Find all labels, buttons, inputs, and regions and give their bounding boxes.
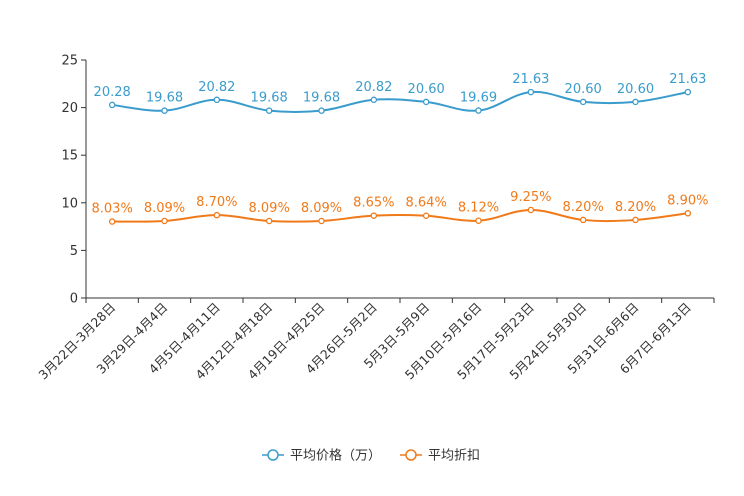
data-point[interactable]: [108, 218, 116, 225]
data-label: 8.09%: [301, 201, 342, 216]
data-label: 8.70%: [196, 195, 237, 210]
data-label: 8.09%: [249, 201, 290, 216]
data-label: 19.68: [146, 91, 183, 106]
data-label: 8.65%: [353, 196, 394, 211]
data-label: 21.63: [512, 72, 549, 87]
data-label: 8.90%: [667, 193, 708, 208]
y-tick-label: 5: [70, 244, 78, 259]
data-label: 8.64%: [406, 196, 447, 211]
series-0: 20.28 19.68 20.82 19.68 19.68 20.82 20.60 19.69…: [94, 72, 706, 114]
data-point[interactable]: [265, 107, 273, 114]
data-point[interactable]: [161, 217, 168, 225]
data-label: 21.63: [669, 72, 706, 87]
data-label: 19.68: [303, 91, 340, 106]
data-point[interactable]: [579, 98, 587, 106]
data-label: 20.60: [617, 82, 654, 97]
data-label: 19.68: [251, 91, 288, 106]
y-tick-label: 10: [61, 196, 78, 211]
series-layer: 20.28 19.68 20.82 19.68 19.68 20.82 20.60 19.69…: [92, 72, 708, 225]
data-label: 8.20%: [615, 200, 656, 215]
data-point[interactable]: [370, 96, 378, 104]
legend-label: 平均价格（万）: [290, 448, 381, 464]
data-label: 8.03%: [92, 202, 133, 217]
legend[interactable]: 平均价格（万） 平均折扣: [262, 448, 480, 464]
data-point[interactable]: [318, 217, 325, 225]
data-label: 20.60: [408, 82, 445, 97]
data-point[interactable]: [422, 98, 430, 106]
legend-item-1[interactable]: 平均折扣: [400, 449, 480, 464]
data-point[interactable]: [370, 212, 378, 219]
series-1: 8.03% 8.09% 8.70% 8.09% 8.09% 8.65% 8.64% 8.12%…: [92, 190, 708, 225]
data-point[interactable]: [475, 107, 482, 114]
data-point[interactable]: [684, 210, 692, 217]
data-label: 20.82: [355, 80, 392, 95]
data-point[interactable]: [108, 101, 116, 109]
series-line-1: [112, 208, 688, 223]
data-label: 20.60: [565, 82, 602, 97]
data-point[interactable]: [684, 88, 692, 96]
data-point[interactable]: [527, 206, 535, 214]
data-point[interactable]: [422, 212, 430, 219]
y-tick-label: 15: [61, 149, 78, 164]
legend-marker-icon: [267, 449, 279, 461]
data-label: 8.20%: [563, 200, 604, 215]
series-line-0: [112, 90, 689, 114]
data-point[interactable]: [213, 96, 221, 104]
data-point[interactable]: [632, 98, 639, 106]
legend-item-0[interactable]: 平均价格（万）: [262, 448, 381, 464]
data-label: 8.09%: [144, 201, 185, 216]
data-point[interactable]: [475, 217, 482, 224]
data-label: 20.28: [94, 85, 131, 100]
legend-label: 平均折扣: [428, 449, 480, 464]
data-point[interactable]: [265, 217, 273, 225]
y-tick-label: 25: [61, 54, 78, 69]
data-label: 8.12%: [458, 201, 499, 216]
data-point[interactable]: [579, 216, 587, 224]
data-point[interactable]: [527, 88, 535, 96]
data-point[interactable]: [161, 107, 168, 114]
legend-marker-icon: [405, 449, 417, 461]
y-tick-label: 20: [61, 101, 78, 116]
data-point[interactable]: [318, 107, 325, 114]
y-tick-label: 0: [70, 292, 78, 307]
data-point[interactable]: [213, 211, 221, 219]
data-label: 19.69: [460, 91, 497, 106]
data-point[interactable]: [632, 216, 639, 224]
data-label: 9.25%: [510, 190, 551, 205]
data-label: 20.82: [198, 80, 235, 95]
